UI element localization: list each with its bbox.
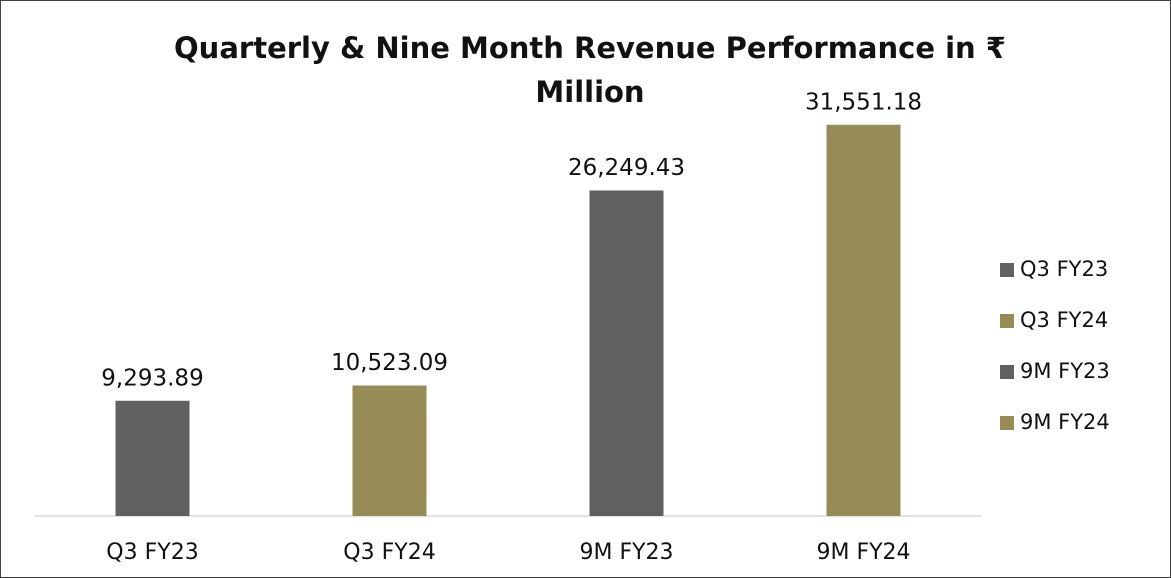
legend-label: Q3 FY24 (1020, 308, 1108, 332)
bar (589, 190, 664, 516)
chart-title: Quarterly & Nine Month Revenue Performan… (174, 31, 1006, 109)
legend-label: 9M FY23 (1020, 359, 1110, 383)
legend-label: 9M FY24 (1020, 410, 1110, 434)
x-tick-label: 9M FY24 (816, 540, 910, 565)
value-label: 10,523.09 (331, 350, 448, 376)
x-tick-label: Q3 FY24 (343, 540, 435, 565)
bar (826, 124, 901, 516)
value-label: 31,551.18 (805, 89, 922, 115)
bar (115, 400, 190, 516)
bar (352, 385, 427, 516)
value-label: 26,249.43 (568, 155, 685, 181)
value-label: 9,293.89 (101, 365, 203, 391)
x-tick-label: 9M FY23 (579, 540, 673, 565)
legend-swatch (1000, 263, 1014, 277)
legend-swatch (1000, 314, 1014, 328)
x-tick-label: Q3 FY23 (106, 540, 198, 565)
legend-swatch (1000, 365, 1014, 379)
legend-swatch (1000, 416, 1014, 430)
legend-label: Q3 FY23 (1020, 257, 1108, 281)
